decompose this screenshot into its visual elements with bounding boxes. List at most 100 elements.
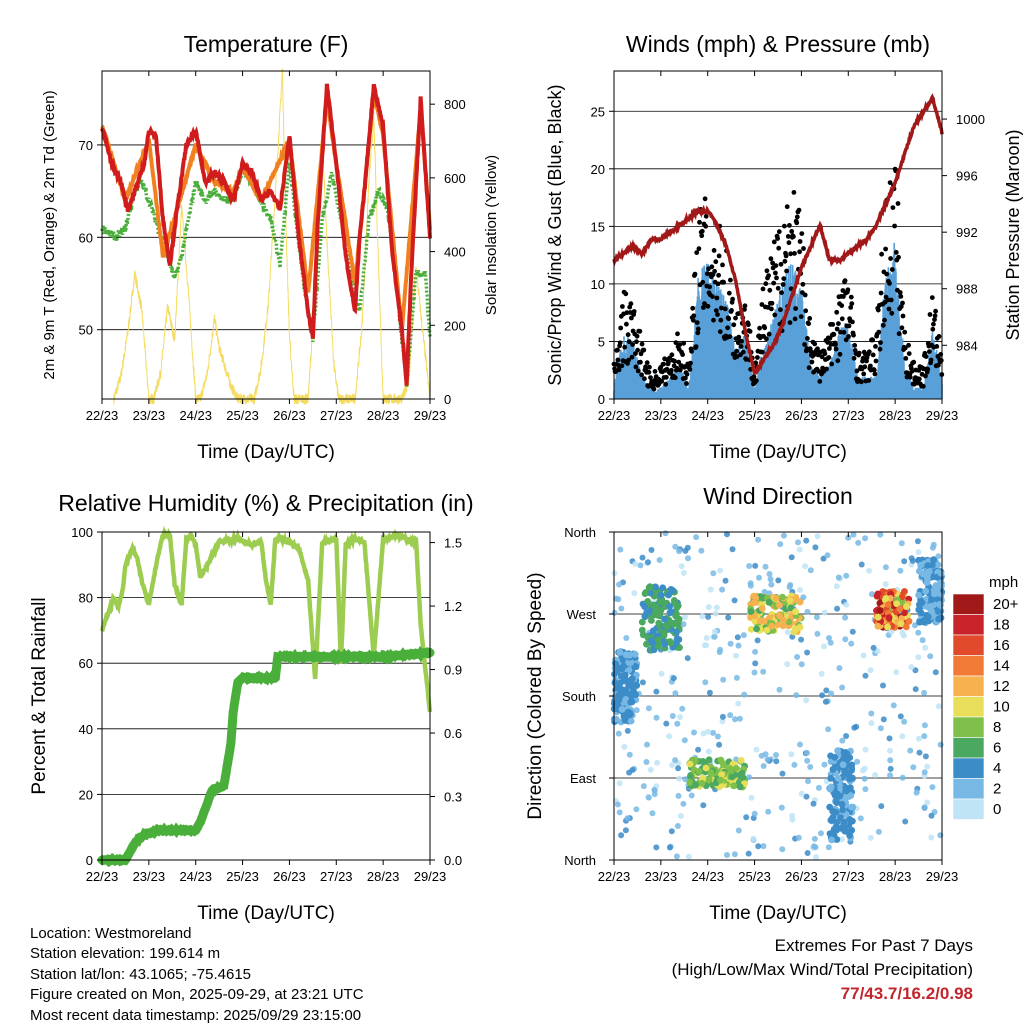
gust-point bbox=[615, 347, 620, 353]
gust-point bbox=[791, 234, 796, 240]
legend-swatch bbox=[952, 614, 985, 636]
direction-point bbox=[827, 774, 835, 782]
wind-xtick-label: 23/23 bbox=[645, 408, 678, 423]
gust-point bbox=[619, 363, 625, 369]
direction-point bbox=[829, 807, 837, 815]
direction-point bbox=[866, 567, 873, 574]
gust-point bbox=[906, 342, 911, 348]
direction-point bbox=[653, 688, 660, 695]
direction-point bbox=[846, 816, 854, 823]
direction-point bbox=[631, 590, 638, 597]
gust-point bbox=[710, 294, 715, 299]
direction-point bbox=[897, 713, 904, 720]
direction-point bbox=[836, 665, 843, 672]
gust-point bbox=[719, 305, 724, 311]
direction-point bbox=[886, 735, 893, 742]
direction-point bbox=[901, 718, 908, 725]
direction-point bbox=[755, 843, 762, 850]
legend-label: 16 bbox=[993, 637, 1010, 654]
gust-point bbox=[633, 364, 639, 370]
gust-point bbox=[812, 341, 818, 347]
direction-point bbox=[670, 675, 677, 682]
direction-point bbox=[677, 813, 684, 819]
direction-point bbox=[650, 601, 657, 609]
gust-point bbox=[620, 304, 625, 309]
gust-point bbox=[930, 326, 936, 332]
gust-point bbox=[870, 352, 876, 358]
direction-point bbox=[915, 591, 923, 599]
direction-point bbox=[803, 793, 810, 800]
direction-point bbox=[655, 636, 663, 644]
wind-xtick-label: 29/23 bbox=[926, 408, 959, 423]
gust-point bbox=[824, 366, 829, 372]
direction-point bbox=[654, 642, 662, 650]
gust-point bbox=[835, 358, 841, 364]
gust-point bbox=[694, 250, 700, 256]
temperature-xlabel: Time (Day/UTC) bbox=[197, 442, 335, 463]
direction-point bbox=[622, 827, 629, 834]
temp-xtick-label: 24/23 bbox=[179, 408, 212, 423]
gust-point bbox=[764, 268, 770, 274]
direction-point bbox=[815, 784, 822, 791]
direction-point bbox=[760, 617, 768, 625]
direction-point bbox=[663, 720, 670, 727]
direction-point bbox=[857, 815, 864, 822]
gust-point bbox=[639, 341, 645, 347]
humidity-series bbox=[99, 525, 433, 713]
direction-point bbox=[645, 559, 651, 566]
speed-colorbar-legend: mph 20+ 18 16 14 12 10 8 6 4 2 0 bbox=[952, 574, 1019, 820]
direction-point bbox=[928, 596, 935, 604]
precip-ytick-right-label: 0.3 bbox=[444, 790, 462, 805]
gust-point bbox=[923, 354, 929, 359]
direction-point bbox=[673, 604, 681, 612]
direction-point bbox=[647, 766, 654, 773]
direction-point bbox=[924, 799, 931, 806]
direction-point bbox=[845, 793, 853, 800]
direction-ytick-label: North bbox=[564, 525, 596, 540]
temperature-title: Temperature (F) bbox=[184, 31, 349, 57]
direction-point bbox=[927, 653, 934, 660]
direction-point bbox=[705, 604, 712, 611]
gust-point bbox=[780, 282, 786, 287]
direction-point bbox=[930, 541, 937, 548]
gust-point bbox=[617, 340, 623, 346]
direction-point bbox=[674, 823, 681, 829]
direction-point bbox=[917, 561, 925, 569]
direction-point bbox=[776, 612, 783, 620]
direction-point bbox=[621, 743, 628, 750]
gust-point bbox=[841, 294, 846, 299]
direction-point bbox=[887, 747, 893, 754]
direction-point bbox=[887, 765, 894, 772]
gust-point bbox=[774, 275, 779, 281]
wind-direction-xlabel: Time (Day/UTC) bbox=[709, 903, 847, 924]
direction-ytick-label: West bbox=[567, 607, 597, 622]
direction-point bbox=[643, 759, 650, 765]
direction-point bbox=[767, 576, 774, 583]
direction-point bbox=[645, 705, 652, 712]
legend-label: 18 bbox=[993, 617, 1010, 634]
direction-point bbox=[773, 752, 779, 758]
gust-point bbox=[779, 290, 784, 295]
direction-point bbox=[685, 853, 692, 860]
gust-point bbox=[933, 308, 938, 314]
gust-point bbox=[631, 309, 637, 314]
direction-point bbox=[846, 832, 854, 839]
direction-point bbox=[733, 652, 739, 659]
gust-point bbox=[651, 386, 657, 392]
direction-point bbox=[746, 563, 753, 569]
gust-point bbox=[799, 231, 805, 237]
direction-point bbox=[750, 835, 757, 842]
direction-point bbox=[760, 843, 767, 850]
direction-point bbox=[631, 650, 639, 658]
gust-point bbox=[713, 259, 719, 265]
direction-point bbox=[735, 827, 742, 834]
rh-ytick-label: 60 bbox=[79, 656, 93, 671]
gust-point bbox=[782, 223, 787, 229]
direction-point bbox=[859, 767, 866, 774]
gust-point bbox=[725, 325, 730, 331]
direction-point bbox=[747, 608, 755, 615]
station-location: Location: Westmoreland bbox=[30, 925, 192, 942]
direction-point bbox=[748, 794, 755, 801]
direction-point bbox=[807, 764, 814, 770]
direction-point bbox=[880, 682, 886, 689]
